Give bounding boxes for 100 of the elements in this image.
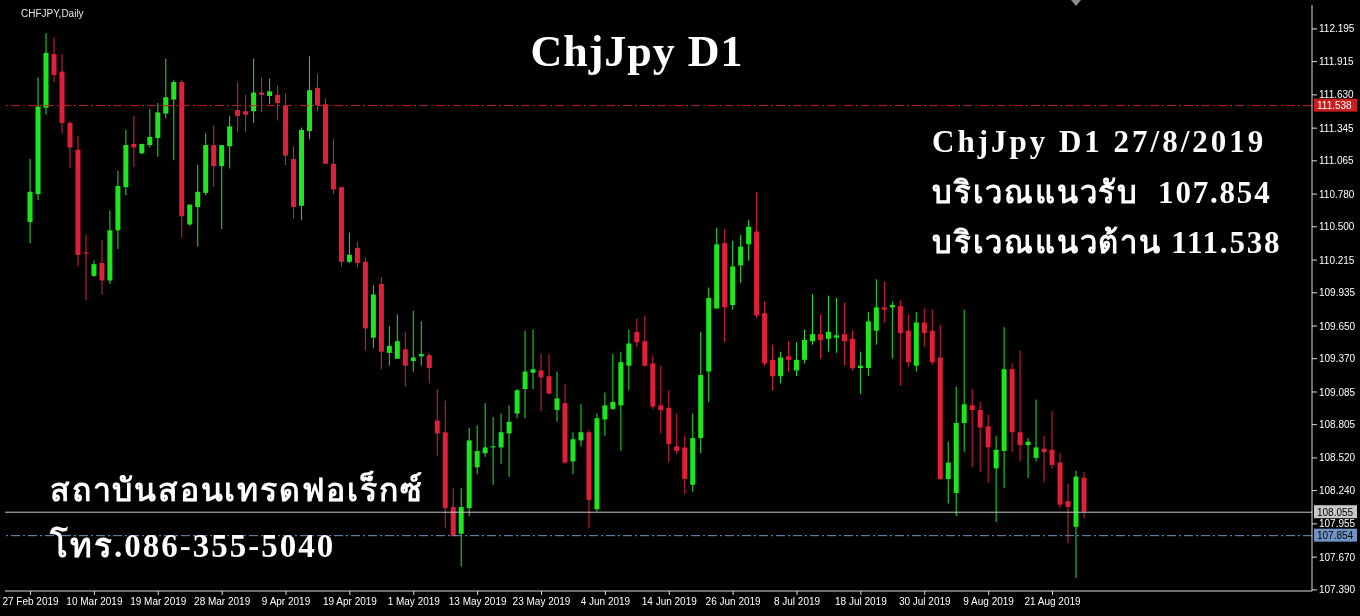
annotation: ChjJpy D1 27/8/2019 (932, 124, 1267, 160)
candlestick (778, 351, 784, 384)
candlestick (354, 241, 360, 269)
y-tick-label: 107.955 (1319, 518, 1356, 530)
y-tick-label: 111.345 (1319, 122, 1355, 134)
candlestick (658, 365, 664, 434)
x-tick-label: 19 Mar 2019 (130, 596, 187, 607)
candlestick (498, 413, 504, 465)
y-tick-label: 112.195 (1319, 23, 1355, 35)
candlestick (1033, 399, 1039, 462)
annotation: โทร.086-355-5040 (50, 528, 336, 566)
candlestick (1065, 483, 1071, 544)
candlestick (985, 414, 991, 483)
x-tick-label: 1 May 2019 (387, 596, 441, 607)
x-tick-label: 26 Jun 2019 (705, 596, 762, 607)
candlestick (554, 371, 560, 423)
candlestick (570, 431, 576, 475)
y-tick-label: 108.805 (1319, 419, 1356, 431)
candlestick (602, 392, 608, 437)
annotation: บริเวณแนวต้าน 111.538 (932, 225, 1282, 261)
candlestick (346, 232, 352, 264)
x-tick-label: 13 May 2019 (448, 596, 507, 607)
candlestick (83, 234, 89, 301)
candlestick (402, 331, 408, 388)
candlestick (794, 341, 800, 377)
candlestick (945, 441, 951, 504)
x-tick-label: 23 May 2019 (512, 596, 571, 607)
annotation: บริเวณแนวรับ 107.854 (932, 175, 1272, 211)
candlestick (841, 302, 847, 367)
x-tick-label: 21 Aug 2019 (1024, 596, 1082, 607)
x-tick-label: 10 Mar 2019 (66, 596, 123, 607)
y-tick-label: 110.215 (1319, 254, 1355, 266)
candlestick (514, 388, 520, 419)
x-tick-label: 30 Jul 2019 (898, 596, 952, 607)
y-tick-label: 111.065 (1319, 155, 1355, 167)
candlestick (227, 115, 233, 169)
candlestick (1017, 350, 1023, 462)
candlestick (394, 313, 400, 360)
candlestick (833, 297, 839, 354)
y-tick-label: 109.935 (1319, 287, 1356, 299)
candlestick (251, 58, 257, 124)
y-tick-label: 109.085 (1319, 386, 1356, 398)
candlestick (482, 402, 488, 458)
candlestick (770, 344, 776, 391)
annotation: CHFJPY,Daily (21, 8, 84, 20)
text: ChjJpy D1 (530, 27, 744, 76)
candlestick (235, 81, 241, 133)
ref-line-label: 111.538 (1317, 100, 1353, 112)
candlestick (1049, 410, 1055, 469)
y-tick-label: 108.520 (1319, 452, 1356, 464)
candlestick (314, 73, 320, 112)
annotation: สถาบันสอนเทรดฟอเร็กซ์ (50, 472, 424, 509)
candlestick (817, 313, 823, 360)
ref-line-label: 107.854 (1317, 530, 1354, 542)
candlestick (634, 318, 640, 348)
candlestick (99, 239, 105, 295)
ref-line-label: 108.055 (1317, 506, 1354, 518)
candlestick (610, 353, 616, 411)
x-tick-label: 19 Apr 2019 (322, 596, 378, 607)
candlestick (873, 278, 879, 346)
candlestick (163, 58, 169, 119)
candlestick (810, 294, 815, 346)
y-tick-label: 110.500 (1319, 221, 1355, 233)
y-tick-label: 111.915 (1319, 56, 1355, 68)
candlestick (746, 219, 752, 262)
candlestick (506, 404, 512, 478)
x-tick-label: 8 Jul 2019 (773, 596, 821, 607)
candlestick (243, 94, 249, 133)
candlestick (969, 388, 975, 468)
candlestick (674, 413, 680, 455)
candlestick (578, 403, 584, 447)
candlestick (825, 295, 831, 353)
candlestick (211, 124, 217, 188)
candlestick (171, 79, 177, 161)
candlestick (786, 340, 792, 373)
candlestick (522, 330, 528, 419)
candlestick (538, 353, 544, 412)
y-tick-label: 107.670 (1319, 551, 1356, 563)
x-tick-label: 28 Mar 2019 (194, 596, 251, 607)
candlestick (626, 329, 632, 391)
x-tick-label: 4 Jun 2019 (580, 596, 631, 607)
candlestick (51, 37, 57, 83)
candlestick (434, 388, 440, 457)
candlestick (530, 329, 536, 390)
candlestick (802, 329, 808, 364)
candlestick (386, 325, 392, 367)
candlestick (147, 108, 153, 148)
y-tick-label: 108.240 (1319, 485, 1356, 497)
y-tick-label: 109.370 (1319, 353, 1356, 365)
x-tick-label: 9 Aug 2019 (963, 596, 1015, 607)
candlestick (195, 164, 201, 248)
x-tick-label: 18 Jul 2019 (835, 596, 888, 607)
candlestick (267, 78, 273, 105)
x-tick-label: 9 Apr 2019 (261, 596, 311, 607)
candlestick (474, 424, 480, 475)
y-tick-label: 111.630 (1319, 89, 1355, 101)
y-tick-label: 110.780 (1319, 188, 1355, 200)
x-tick-label: 14 Jun 2019 (641, 596, 698, 607)
candlestick (961, 309, 967, 453)
candlestick (219, 144, 225, 230)
